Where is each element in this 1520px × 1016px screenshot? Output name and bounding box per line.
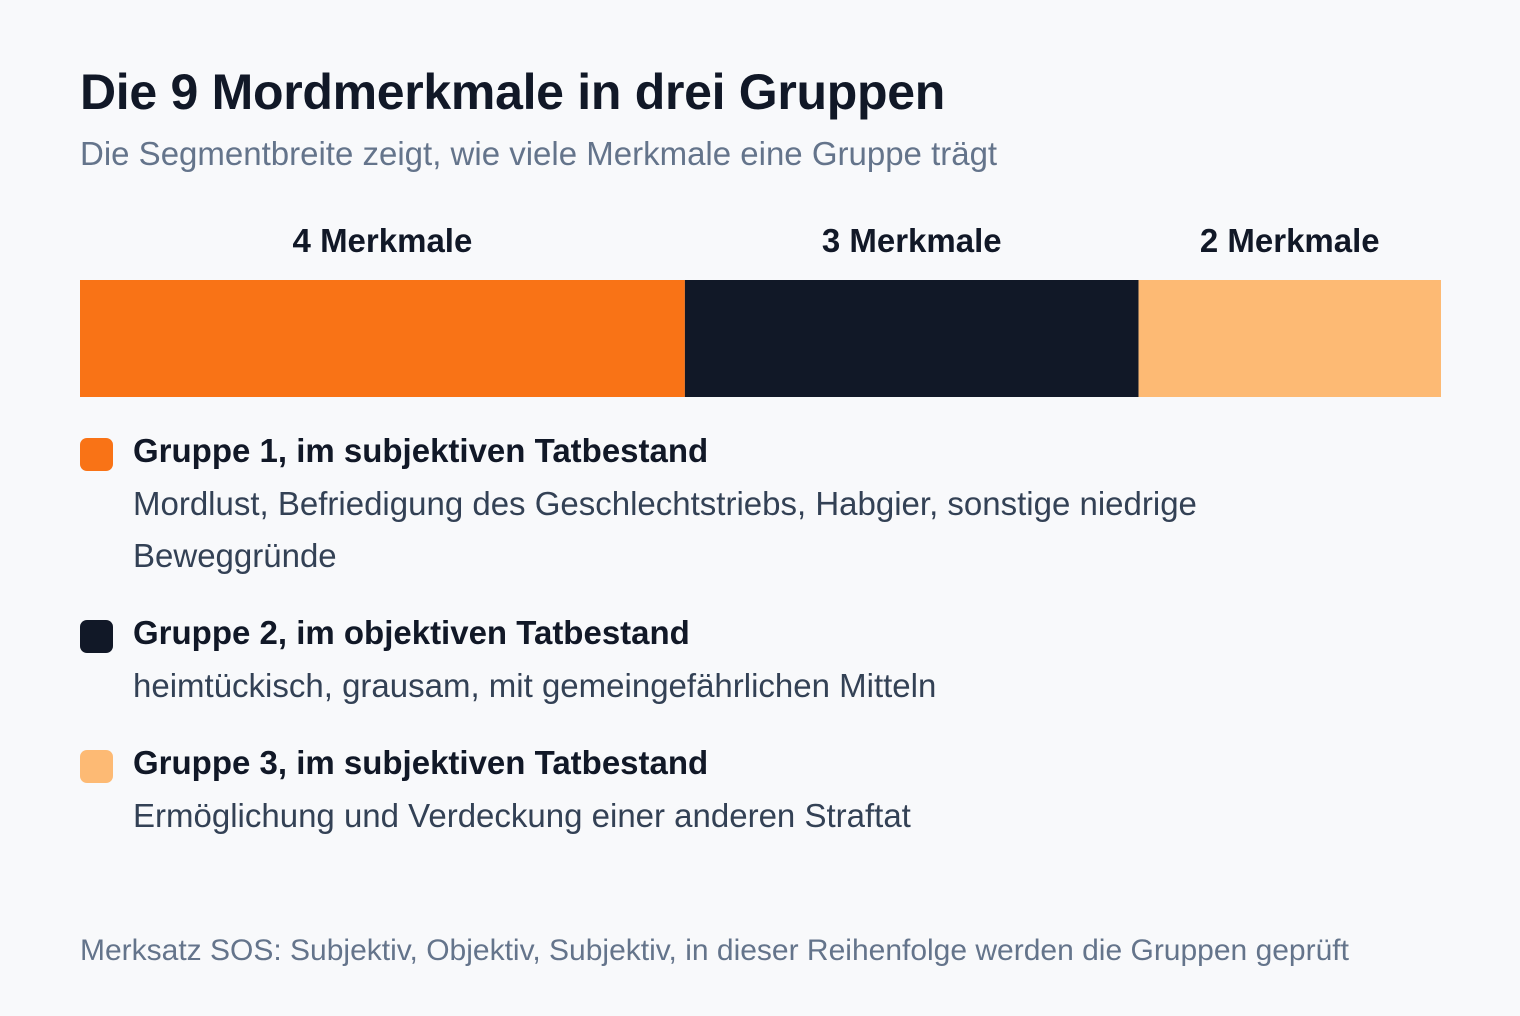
segment-label-group-2: 3 Merkmale	[822, 222, 1002, 259]
bar-segment-group-3	[1138, 280, 1441, 397]
bar-segment-group-1	[80, 280, 685, 397]
legend-title-group-2: Gruppe 2, im objektiven Tatbestand	[133, 614, 690, 651]
segment-label-group-3: 2 Merkmale	[1200, 222, 1380, 259]
legend-item-group-3: Gruppe 3, im subjektiven Tatbestand Ermö…	[80, 740, 1440, 842]
chart-title: Die 9 Mordmerkmale in drei Gruppen	[80, 64, 946, 120]
legend-swatch-group-3	[80, 750, 113, 783]
chart-subtitle: Die Segmentbreite zeigt, wie viele Merkm…	[80, 135, 998, 172]
legend-description-group-2: heimtückisch, grausam, mit gemeingefährl…	[133, 667, 937, 704]
bar-segment-group-2	[684, 280, 1139, 397]
legend: Gruppe 1, im subjektiven Tatbestand Mord…	[80, 428, 1440, 870]
legend-title-group-3: Gruppe 3, im subjektiven Tatbestand	[133, 744, 709, 781]
legend-item-group-2: Gruppe 2, im objektiven Tatbestand heimt…	[80, 610, 1440, 712]
legend-item-group-1: Gruppe 1, im subjektiven Tatbestand Mord…	[80, 428, 1440, 582]
segment-label-group-1: 4 Merkmale	[293, 222, 473, 259]
legend-title-group-1: Gruppe 1, im subjektiven Tatbestand	[133, 432, 709, 469]
legend-description-group-3: Ermöglichung und Verdeckung einer andere…	[133, 797, 911, 834]
legend-swatch-group-1	[80, 438, 113, 471]
legend-description-group-1: Mordlust, Befriedigung des Geschlechtstr…	[133, 485, 1197, 574]
stacked-bar-chart: 4 Merkmale 3 Merkmale 2 Merkmale	[80, 222, 1441, 397]
footnote-mnemonic: Merksatz SOS: Subjektiv, Objektiv, Subje…	[80, 934, 1349, 967]
legend-swatch-group-2	[80, 620, 113, 653]
